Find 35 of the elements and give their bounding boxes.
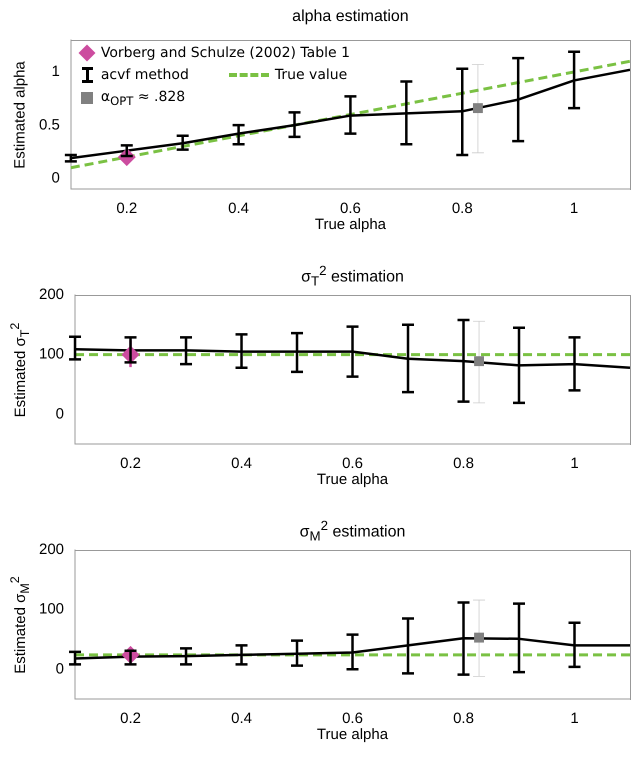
x-tick-label: 1 bbox=[570, 710, 579, 728]
x-tick-label: 0.4 bbox=[228, 200, 250, 218]
x-axis-title: True alpha bbox=[316, 471, 388, 488]
y-axis-title: Estimated alpha bbox=[12, 60, 28, 168]
x-tick-label: 0.8 bbox=[453, 710, 474, 728]
x-tick-label: 0.4 bbox=[231, 710, 252, 728]
y-tick-label: 200 bbox=[38, 286, 64, 304]
x-tick-label: 0.2 bbox=[116, 200, 138, 218]
legend-label: True value bbox=[274, 67, 348, 83]
y-tick-label: 200 bbox=[38, 541, 64, 558]
x-tick-label: 0.2 bbox=[120, 455, 141, 472]
x-tick-label: 1 bbox=[570, 455, 579, 472]
legend-label: acvf method bbox=[100, 67, 189, 83]
y-tick-label: 0 bbox=[56, 405, 64, 422]
y-tick-label: 0.5 bbox=[38, 116, 60, 134]
x-tick-label: 1 bbox=[570, 200, 578, 218]
chart-title: alpha estimation bbox=[292, 8, 409, 26]
y-tick-label: 0 bbox=[56, 660, 64, 678]
x-tick-label: 0.2 bbox=[120, 710, 141, 728]
x-tick-label: 0.6 bbox=[340, 200, 361, 218]
chart-title: σ$_{M}$$^{2}$ estimation bbox=[300, 518, 406, 544]
x-tick-label: 0.6 bbox=[342, 455, 363, 472]
legend-label: Vorberg and Schulze (2002) Table 1 bbox=[100, 45, 350, 61]
x-tick-label: 0.8 bbox=[453, 455, 474, 472]
y-tick-label: 1 bbox=[52, 63, 60, 80]
y-tick-label: 100 bbox=[38, 600, 64, 618]
y-tick-label: 100 bbox=[38, 346, 64, 363]
x-tick-label: 0.6 bbox=[342, 710, 363, 728]
x-tick-label: 0.8 bbox=[452, 200, 473, 218]
x-axis-title: True alpha bbox=[314, 216, 386, 233]
chart-title: σ$_{T}$$^{2}$ estimation bbox=[301, 263, 404, 289]
x-axis-title: True alpha bbox=[316, 726, 388, 743]
x-tick-label: 0.4 bbox=[231, 455, 252, 472]
y-tick-label: 0 bbox=[52, 170, 60, 186]
legend-label: α$_{OPT}$ ≈ .828 bbox=[100, 89, 186, 108]
